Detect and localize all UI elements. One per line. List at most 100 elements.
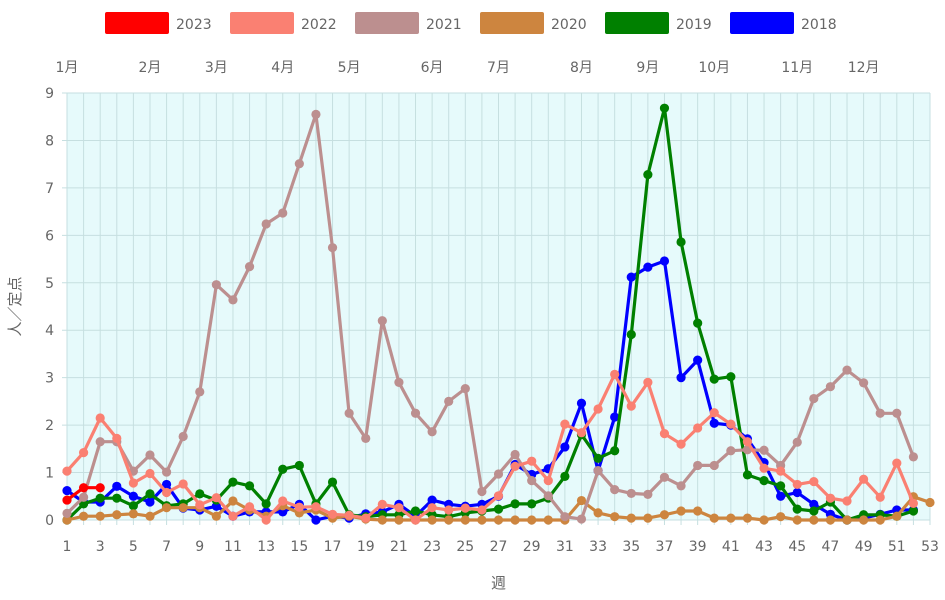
- data-point[interactable]: [875, 515, 885, 525]
- data-point[interactable]: [776, 481, 786, 491]
- data-point[interactable]: [128, 509, 138, 519]
- data-point[interactable]: [394, 377, 404, 388]
- data-point[interactable]: [228, 477, 238, 487]
- data-point[interactable]: [195, 489, 205, 499]
- data-point[interactable]: [178, 431, 188, 442]
- data-point[interactable]: [444, 505, 454, 515]
- data-point[interactable]: [228, 496, 238, 506]
- data-point[interactable]: [792, 504, 802, 514]
- data-point[interactable]: [112, 510, 122, 520]
- data-point[interactable]: [228, 511, 238, 521]
- data-point[interactable]: [62, 466, 72, 476]
- data-point[interactable]: [560, 471, 570, 481]
- data-point[interactable]: [294, 502, 304, 512]
- data-point[interactable]: [809, 393, 819, 404]
- data-point[interactable]: [527, 456, 537, 466]
- data-point[interactable]: [543, 476, 553, 486]
- data-point[interactable]: [759, 445, 769, 455]
- data-point[interactable]: [112, 493, 122, 503]
- data-point[interactable]: [908, 506, 919, 516]
- data-point[interactable]: [344, 408, 354, 418]
- legend-item-2018[interactable]: 2018: [730, 12, 837, 34]
- data-point[interactable]: [477, 486, 487, 497]
- data-point[interactable]: [693, 318, 703, 328]
- data-point[interactable]: [593, 453, 603, 463]
- data-point[interactable]: [659, 256, 670, 266]
- data-point[interactable]: [593, 466, 603, 476]
- data-point[interactable]: [95, 511, 105, 521]
- data-point[interactable]: [112, 481, 122, 491]
- data-point[interactable]: [410, 408, 421, 418]
- data-point[interactable]: [593, 404, 603, 414]
- data-point[interactable]: [842, 515, 852, 525]
- data-point[interactable]: [62, 508, 72, 518]
- data-point[interactable]: [95, 483, 105, 493]
- data-point[interactable]: [792, 479, 802, 490]
- data-point[interactable]: [493, 504, 504, 514]
- data-point[interactable]: [278, 464, 288, 474]
- data-point[interactable]: [427, 427, 437, 437]
- data-point[interactable]: [626, 272, 636, 282]
- data-point[interactable]: [543, 491, 553, 501]
- data-point[interactable]: [361, 433, 371, 443]
- data-point[interactable]: [759, 476, 769, 486]
- legend-item-2021[interactable]: 2021: [355, 12, 462, 34]
- data-point[interactable]: [377, 499, 387, 509]
- data-point[interactable]: [626, 488, 636, 499]
- data-point[interactable]: [145, 497, 155, 507]
- data-point[interactable]: [161, 467, 172, 477]
- data-point[interactable]: [145, 511, 155, 521]
- data-point[interactable]: [62, 495, 72, 505]
- data-point[interactable]: [610, 412, 620, 422]
- data-point[interactable]: [228, 295, 238, 305]
- data-point[interactable]: [178, 503, 188, 513]
- data-point[interactable]: [560, 512, 570, 522]
- data-point[interactable]: [161, 487, 172, 498]
- data-point[interactable]: [527, 515, 537, 525]
- data-point[interactable]: [925, 497, 935, 508]
- data-point[interactable]: [510, 461, 520, 471]
- data-point[interactable]: [659, 472, 670, 482]
- data-point[interactable]: [659, 103, 670, 113]
- data-point[interactable]: [261, 219, 271, 229]
- data-point[interactable]: [128, 478, 138, 488]
- data-point[interactable]: [726, 419, 736, 429]
- data-point[interactable]: [410, 515, 421, 525]
- legend-item-2023[interactable]: 2023: [105, 12, 212, 34]
- data-point[interactable]: [693, 423, 703, 433]
- data-point[interactable]: [311, 515, 321, 525]
- data-point[interactable]: [427, 503, 437, 513]
- data-point[interactable]: [676, 439, 686, 449]
- data-point[interactable]: [726, 513, 736, 523]
- data-point[interactable]: [261, 499, 271, 509]
- data-point[interactable]: [809, 506, 819, 516]
- legend-item-2022[interactable]: 2022: [230, 12, 337, 34]
- data-point[interactable]: [792, 515, 802, 525]
- data-point[interactable]: [361, 513, 371, 523]
- data-point[interactable]: [892, 458, 902, 468]
- data-point[interactable]: [377, 515, 387, 525]
- data-point[interactable]: [394, 503, 404, 513]
- data-point[interactable]: [776, 512, 786, 522]
- data-point[interactable]: [195, 387, 205, 397]
- data-point[interactable]: [344, 510, 354, 520]
- data-point[interactable]: [78, 448, 89, 458]
- data-point[interactable]: [161, 479, 172, 490]
- data-point[interactable]: [792, 437, 802, 447]
- data-point[interactable]: [510, 449, 520, 460]
- data-point[interactable]: [493, 491, 504, 501]
- data-point[interactable]: [128, 501, 138, 511]
- data-point[interactable]: [659, 510, 670, 520]
- data-point[interactable]: [809, 499, 819, 509]
- data-point[interactable]: [244, 262, 255, 272]
- legend-item-2020[interactable]: 2020: [480, 12, 587, 34]
- data-point[interactable]: [825, 382, 836, 392]
- data-point[interactable]: [859, 515, 869, 525]
- data-point[interactable]: [792, 487, 802, 498]
- data-point[interactable]: [493, 469, 504, 479]
- data-point[interactable]: [626, 401, 636, 411]
- data-point[interactable]: [576, 495, 587, 506]
- data-point[interactable]: [311, 502, 321, 512]
- data-point[interactable]: [610, 369, 620, 379]
- data-point[interactable]: [809, 476, 819, 487]
